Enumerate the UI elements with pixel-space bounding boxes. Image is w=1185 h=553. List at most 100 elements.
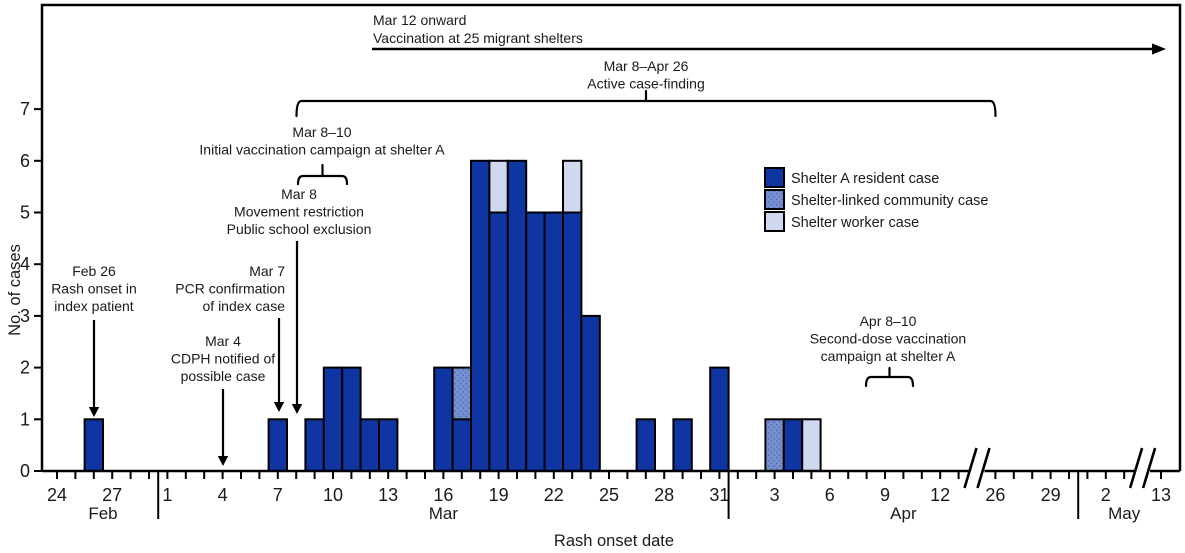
y-tick-label: 5 xyxy=(20,203,30,223)
annotation-line-active-case-finding: Mar 8–Apr 26 xyxy=(604,58,689,74)
plot-frame xyxy=(40,3,1182,471)
legend-swatch-worker xyxy=(764,211,785,232)
bar-segment-resident xyxy=(580,314,601,472)
axis-break-slash xyxy=(963,447,978,489)
bar-segment-resident xyxy=(83,418,104,472)
legend: Shelter A resident case Shelter-linked co… xyxy=(764,167,988,232)
axis-break-slash xyxy=(976,447,991,489)
x-tick-label: 4 xyxy=(218,485,228,505)
x-tick-label: 9 xyxy=(880,485,890,505)
down-arrow-head xyxy=(217,456,229,466)
x-tick-label: 31 xyxy=(709,485,729,505)
annotation-line-pcr-confirmation: Mar 7 xyxy=(249,263,285,279)
x-tick-label: 19 xyxy=(489,485,509,505)
month-label: Mar xyxy=(429,504,459,523)
range-brace xyxy=(864,366,915,388)
annotation-line-rash-onset-index: Feb 26 xyxy=(72,263,116,279)
legend-label: Shelter-linked community case xyxy=(791,193,988,209)
bar-segment-resident xyxy=(525,211,546,472)
y-tick-label: 3 xyxy=(20,306,30,326)
legend-label: Shelter worker case xyxy=(791,215,919,231)
y-tick-label: 4 xyxy=(20,254,30,274)
x-tick-label: 16 xyxy=(433,485,453,505)
timeline-arrow-head xyxy=(1152,43,1166,55)
month-label: May xyxy=(1108,504,1141,523)
annotation-line-initial-vaccination-campaign: Initial vaccination campaign at shelter … xyxy=(199,142,445,158)
axis-break-gap xyxy=(1135,467,1151,475)
axis-break-slash xyxy=(1141,447,1157,489)
y-tick-label: 2 xyxy=(20,358,30,378)
y-tick-label: 6 xyxy=(20,151,30,171)
bar-segment-resident xyxy=(506,159,528,473)
bar-segment-resident xyxy=(543,211,564,472)
bar-segment-resident xyxy=(378,418,399,472)
annotation-line-movement-restriction: Movement restriction xyxy=(234,204,364,220)
bar-segment-community xyxy=(451,366,473,421)
down-arrow-head xyxy=(273,402,285,412)
annotation-line-movement-restriction: Mar 8 xyxy=(281,186,317,202)
annotation-line-cdph-notified: possible case xyxy=(181,368,266,384)
y-axis-title: No. of cases xyxy=(6,244,24,336)
annotation-line-second-dose-vaccination: Second-dose vaccination xyxy=(810,331,966,347)
x-tick-label: 26 xyxy=(985,485,1005,505)
annotation-line-active-case-finding: Active case-finding xyxy=(587,76,705,92)
x-axis: 24 27 1 4 7 10 13 16 19 22 25 28 31 3 6 9 12 26 29 2 13 Feb Ma… xyxy=(42,447,1180,550)
bar-segment-worker xyxy=(488,159,509,214)
x-tick-label: 29 xyxy=(1041,485,1061,505)
month-label: Apr xyxy=(890,504,917,523)
x-tick-label: 7 xyxy=(273,485,283,505)
month-label: Feb xyxy=(88,504,117,523)
x-tick-label: 24 xyxy=(47,485,67,505)
x-tick-label: 13 xyxy=(1151,485,1171,505)
annotation-line-pcr-confirmation: of index case xyxy=(203,298,286,314)
down-arrow-head xyxy=(291,404,303,414)
bar-segment-resident xyxy=(341,366,362,473)
annotation-line-rash-onset-index: index patient xyxy=(54,298,134,314)
x-tick-label: 27 xyxy=(102,485,122,505)
bar-segment-resident xyxy=(322,366,344,473)
bar-segment-resident xyxy=(709,366,730,473)
x-tick-label: 28 xyxy=(654,485,674,505)
bars-layer xyxy=(83,159,822,473)
x-tick-label: 3 xyxy=(770,485,780,505)
legend-swatch-resident xyxy=(764,167,785,188)
bar-segment-worker xyxy=(801,418,822,472)
x-tick-label: 22 xyxy=(544,485,564,505)
annotation-line-movement-restriction: Public school exclusion xyxy=(227,221,372,237)
bar-segment-resident xyxy=(782,418,804,472)
bar-segment-resident xyxy=(451,418,473,472)
annotation-line-pcr-confirmation: PCR confirmation xyxy=(175,281,285,297)
annotation-line-vaccination-migrant-shelters: Mar 12 onward xyxy=(373,12,466,28)
x-tick-label: 13 xyxy=(378,485,398,505)
x-axis-title: Rash onset date xyxy=(554,532,674,550)
x-tick-label: 25 xyxy=(599,485,619,505)
range-brace xyxy=(296,163,349,186)
annotation-line-rash-onset-index: Rash onset in xyxy=(51,281,137,297)
annotation-line-vaccination-migrant-shelters: Vaccination at 25 migrant shelters xyxy=(373,30,583,46)
down-arrow-head xyxy=(88,407,100,417)
y-tick-label: 7 xyxy=(20,99,30,119)
bar-segment-resident xyxy=(359,418,381,472)
x-tick-label: 12 xyxy=(930,485,950,505)
x-tick-label: 6 xyxy=(825,485,835,505)
annotation-line-initial-vaccination-campaign: Mar 8–10 xyxy=(292,124,351,140)
frame-border xyxy=(40,3,1182,471)
bar-segment-resident xyxy=(488,211,509,472)
bar-segment-resident xyxy=(433,366,454,473)
legend-label: Shelter A resident case xyxy=(791,171,939,187)
bar-segment-resident xyxy=(562,211,583,472)
x-tick-label: 10 xyxy=(323,485,343,505)
axis-break-gap xyxy=(969,467,985,475)
bar-segment-worker xyxy=(562,159,583,214)
bar-segment-community xyxy=(764,418,785,472)
bar-segment-resident xyxy=(304,418,325,472)
bar-segment-resident xyxy=(672,418,693,472)
legend-swatch-community xyxy=(764,189,785,210)
bar-segment-resident xyxy=(635,418,656,472)
annotation-line-second-dose-vaccination: campaign at shelter A xyxy=(821,348,956,364)
bar-segment-resident xyxy=(470,159,491,473)
x-tick-label: 1 xyxy=(162,485,172,505)
